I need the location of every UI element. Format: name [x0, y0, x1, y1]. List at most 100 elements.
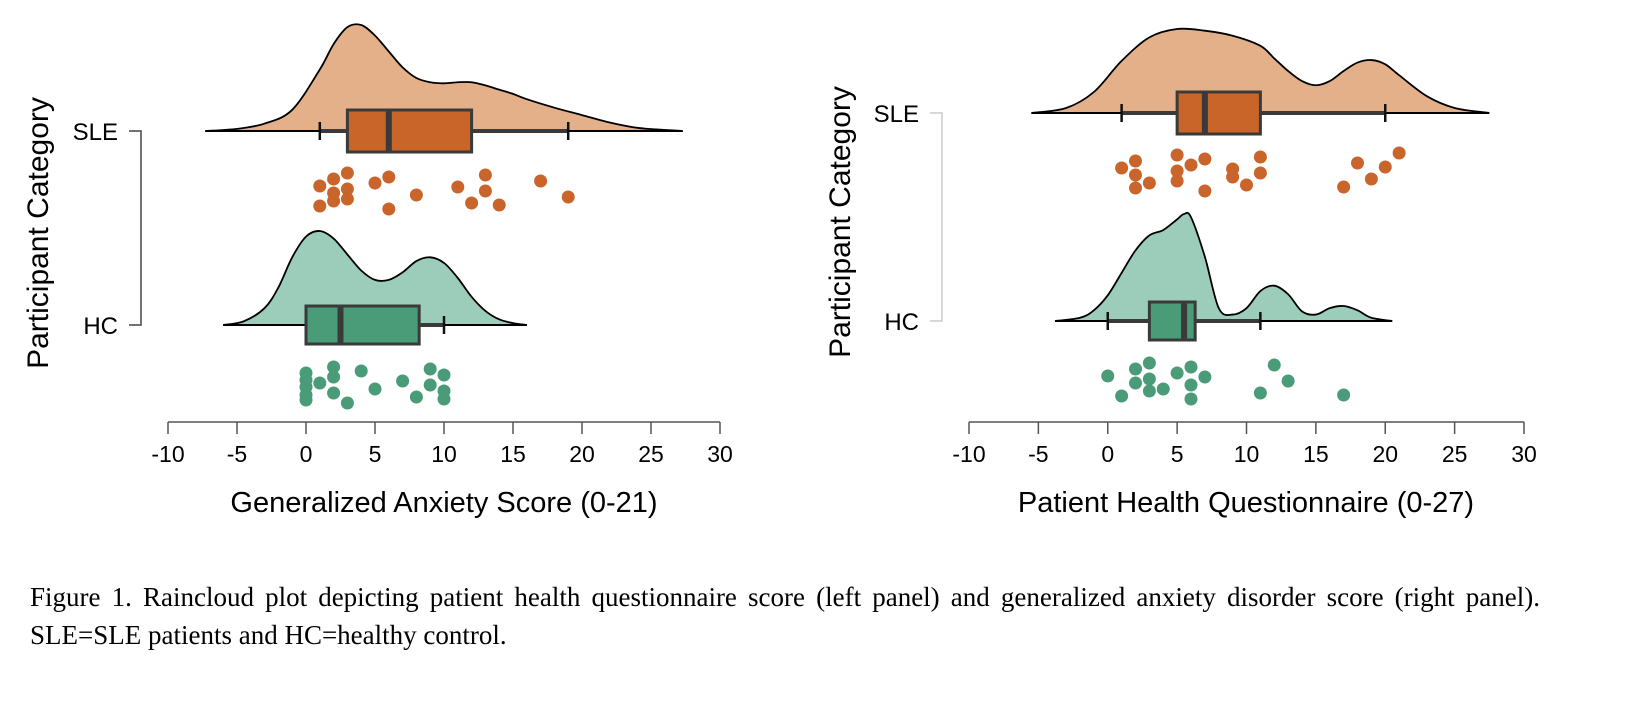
data-point — [492, 198, 506, 212]
data-point — [313, 376, 327, 390]
x-tick-label: 20 — [1372, 441, 1398, 467]
data-point — [1267, 358, 1281, 372]
data-point — [423, 378, 437, 392]
data-point — [1184, 360, 1198, 374]
data-point — [396, 374, 410, 388]
data-point — [1337, 388, 1351, 402]
data-point — [478, 168, 492, 182]
x-tick-label: 25 — [1442, 441, 1468, 467]
data-point — [1198, 370, 1212, 384]
data-point — [534, 174, 548, 188]
y-tick-label-sle: SLE — [73, 119, 118, 146]
data-point — [1198, 184, 1212, 198]
x-tick-label: 25 — [638, 441, 664, 467]
data-point — [1115, 161, 1129, 175]
data-point — [1226, 162, 1240, 176]
data-point — [561, 190, 575, 204]
data-point — [1142, 384, 1156, 398]
density-cloud-hc — [1054, 211, 1393, 322]
data-point — [382, 202, 396, 216]
data-point — [1142, 356, 1156, 370]
y-tick-label-hc: HC — [884, 309, 919, 336]
data-point — [313, 199, 327, 213]
data-point — [1253, 166, 1267, 180]
data-point — [1378, 160, 1392, 174]
data-point — [1240, 178, 1253, 192]
series-hc — [1054, 211, 1393, 406]
data-point — [340, 396, 354, 410]
series-sle — [1031, 27, 1490, 198]
data-point — [327, 194, 341, 208]
data-point — [1170, 174, 1184, 188]
data-point — [340, 192, 354, 206]
x-tick-label: 10 — [1234, 441, 1260, 467]
data-point — [1129, 168, 1142, 182]
data-point — [368, 382, 382, 396]
left-panel-anxiety: SLE HC Participant Category -10 -5 0 5 10 15 20 25… — [22, 23, 733, 519]
data-point — [313, 179, 327, 193]
x-tick-label: 5 — [1171, 441, 1184, 467]
data-point — [1198, 152, 1212, 166]
density-cloud-sle — [205, 23, 683, 132]
data-point — [354, 364, 368, 378]
figure-caption: Figure 1. Raincloud plot depicting patie… — [30, 582, 1540, 650]
x-tick-label: 20 — [569, 441, 595, 467]
x-tick-label: 0 — [300, 441, 313, 467]
data-point — [382, 170, 396, 184]
data-point — [1156, 382, 1170, 396]
x-axis-title: Generalized Anxiety Score (0-21) — [230, 487, 657, 519]
data-point — [1184, 158, 1198, 172]
data-point — [1337, 180, 1351, 194]
data-point — [299, 366, 313, 380]
data-point — [409, 188, 423, 202]
data-point — [1115, 389, 1129, 403]
x-tick-label: -5 — [227, 441, 247, 467]
data-point — [1142, 176, 1156, 190]
data-point — [465, 196, 479, 210]
y-axis-line — [930, 112, 943, 322]
data-point — [1253, 386, 1267, 400]
data-point — [327, 370, 341, 384]
x-tick-label: -10 — [952, 441, 985, 467]
data-point — [327, 360, 341, 374]
iqr-box — [304, 304, 421, 346]
data-point — [478, 184, 492, 198]
data-point — [299, 388, 313, 402]
x-tick-label: -10 — [151, 441, 184, 467]
data-point — [1129, 376, 1142, 390]
x-tick-label: -5 — [1028, 441, 1048, 467]
x-tick-label: 15 — [1303, 441, 1329, 467]
data-point — [1364, 172, 1378, 186]
data-point — [1129, 154, 1142, 168]
series-sle — [205, 23, 683, 216]
x-tick-label: 5 — [369, 441, 382, 467]
data-point — [409, 390, 423, 404]
data-point — [1184, 378, 1198, 392]
data-point — [368, 176, 382, 190]
data-point — [423, 362, 437, 376]
y-axis-title: Participant Category — [824, 86, 857, 358]
series-hc — [223, 230, 527, 410]
data-point — [1170, 148, 1184, 162]
x-tick-label: 30 — [1511, 441, 1537, 467]
iqr-box — [345, 108, 474, 154]
iqr-box — [1175, 90, 1262, 136]
y-axis-title: Participant Category — [22, 97, 55, 369]
x-axis-title: Patient Health Questionnaire (0-27) — [1018, 487, 1474, 519]
x-tick-label: 15 — [500, 441, 526, 467]
y-tick-label-sle: SLE — [874, 101, 919, 128]
x-tick-label: 0 — [1101, 441, 1114, 467]
data-point — [437, 368, 451, 382]
data-point — [1170, 366, 1184, 380]
density-cloud-sle — [1031, 27, 1490, 114]
data-point — [1351, 156, 1364, 170]
data-point — [437, 384, 451, 398]
data-point — [1253, 150, 1267, 164]
data-point — [327, 172, 341, 186]
data-point — [1170, 164, 1184, 178]
data-point — [451, 180, 465, 194]
data-point — [1184, 392, 1198, 406]
data-point — [1129, 362, 1142, 376]
data-point — [1142, 372, 1156, 386]
data-point — [1392, 146, 1406, 160]
